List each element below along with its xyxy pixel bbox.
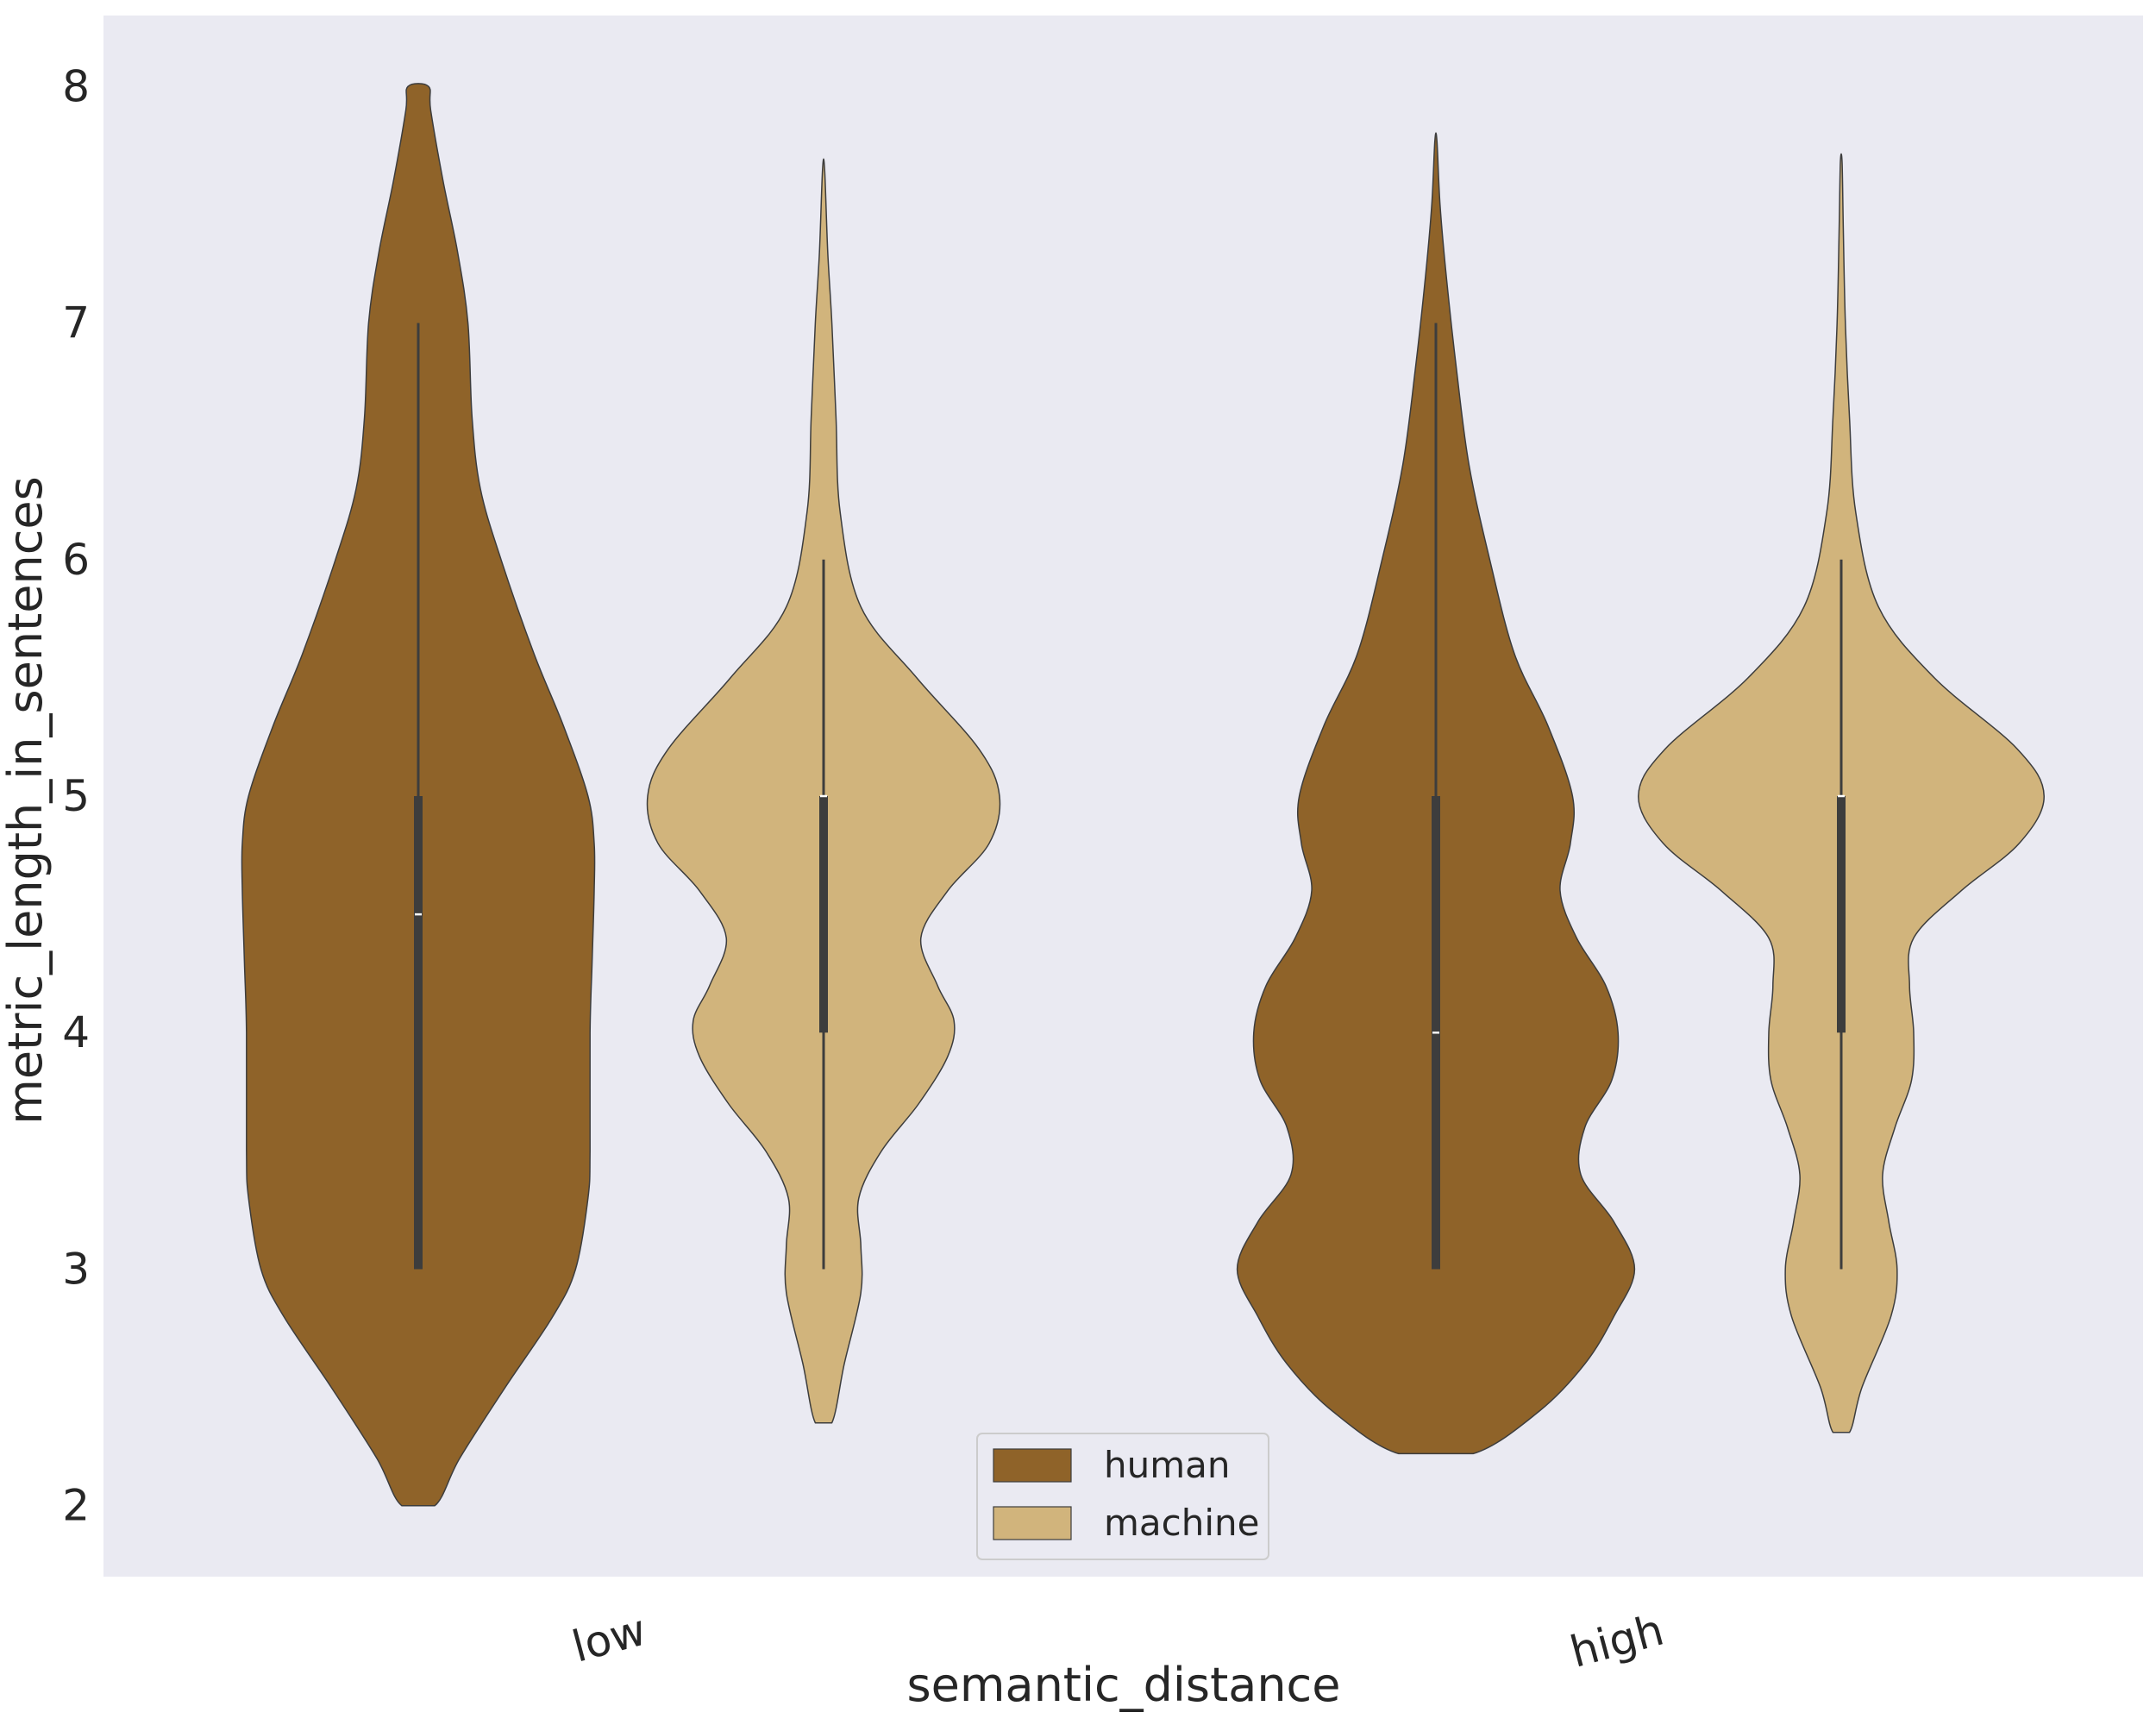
y-tick-label: 8 [62,61,90,111]
legend-label-human: human [1104,1444,1231,1486]
legend-swatch-human [993,1448,1072,1483]
y-tick-label: 7 [62,298,90,348]
x-axis-label: semantic_distance [907,1658,1341,1712]
y-tick-label: 2 [62,1481,90,1531]
y-axis-label: metric_length_in_sentences [0,476,53,1125]
legend-label-machine: machine [1104,1502,1260,1544]
y-tick-label: 4 [62,1007,90,1057]
y-tick-label: 3 [62,1244,90,1294]
y-axis-ticks: 2 3 4 5 6 7 8 [62,61,90,1530]
legend: human machine [976,1433,1269,1560]
y-tick-label: 6 [62,535,90,585]
legend-swatch-machine [993,1506,1072,1540]
y-tick-label: 5 [62,771,90,821]
violins-layer [241,83,2045,1507]
